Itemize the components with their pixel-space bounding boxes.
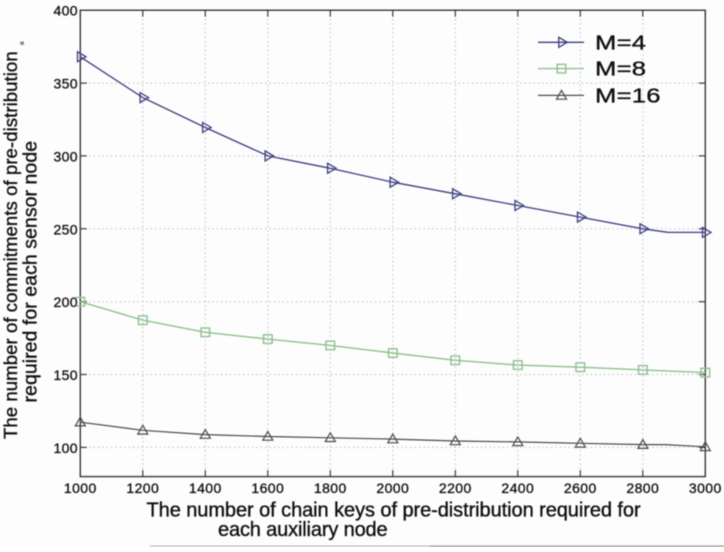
svg-text:250: 250 [53,221,78,237]
svg-text:M=8: M=8 [595,57,646,80]
svg-text:2200: 2200 [439,480,472,496]
svg-text:1800: 1800 [314,480,347,496]
svg-text:150: 150 [53,367,78,383]
svg-text:200: 200 [53,294,78,310]
svg-text:1600: 1600 [251,480,284,496]
svg-text:350: 350 [53,76,78,92]
svg-text:each auxiliary node: each auxiliary node [218,519,388,541]
svg-text:2600: 2600 [564,480,597,496]
svg-text:The number of commitments of p: The number of commitments of pre-distrib… [0,51,21,439]
svg-text:M=4: M=4 [595,31,646,54]
svg-text:1200: 1200 [126,480,159,496]
svg-text:required for each sensor node: required for each sensor node [19,141,41,403]
svg-text:The number of chain keys of pr: The number of chain keys of pre-distribu… [147,500,641,522]
svg-text:2000: 2000 [376,480,409,496]
svg-text:400: 400 [53,3,78,19]
svg-text:1400: 1400 [189,480,222,496]
svg-text:300: 300 [53,148,78,164]
svg-text:2800: 2800 [626,480,659,496]
svg-text:100: 100 [53,440,78,456]
svg-text:3000: 3000 [689,480,722,496]
svg-text:M=16: M=16 [595,84,661,107]
svg-text:1000: 1000 [64,480,97,496]
svg-text:2400: 2400 [501,480,534,496]
